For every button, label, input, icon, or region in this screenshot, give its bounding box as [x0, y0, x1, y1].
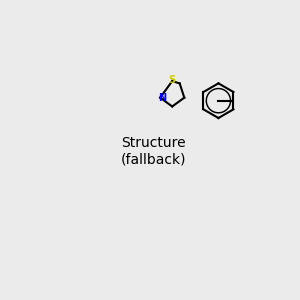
Text: Structure
(fallback): Structure (fallback): [121, 136, 187, 166]
Text: N: N: [158, 93, 166, 103]
Text: S: S: [169, 75, 176, 85]
